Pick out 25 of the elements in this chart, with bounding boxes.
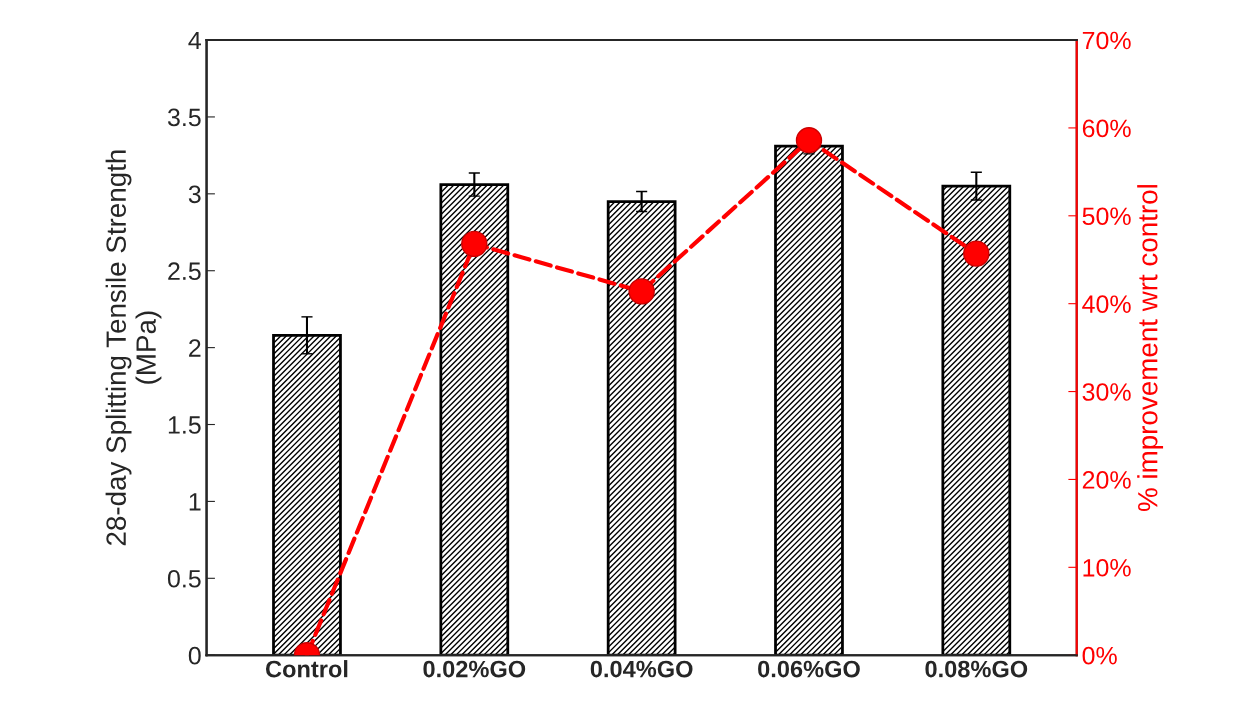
y-tick-label: 1 (189, 493, 201, 511)
y-tick-label: 0 (188, 646, 201, 665)
y2-tick-label: 50% (1082, 207, 1131, 226)
y2-axis-title: % improvement wrt control (1137, 185, 1164, 512)
y-tick-label: 1.5 (168, 416, 201, 434)
y2-tick-label: 0% (1082, 646, 1117, 665)
y-tick-label: 2.5 (168, 262, 201, 281)
y-tick-label: 2 (189, 339, 201, 357)
x-tick-label: 0.04%GO (590, 660, 693, 678)
y-tick-label: 0.5 (167, 569, 201, 588)
y2-tick-label: 70% (1082, 31, 1131, 50)
x-tick-label: 0.02%GO (423, 660, 526, 678)
y2-tick-label: 60% (1082, 119, 1131, 138)
y2-tick-label: 40% (1082, 295, 1131, 313)
y2-tick-label: 20% (1082, 471, 1131, 489)
x-tick-label: Control (265, 660, 348, 678)
y-tick-label: 4 (188, 31, 201, 50)
x-tick-label: 0.06%GO (758, 660, 860, 678)
y-tick-label: 3.5 (167, 108, 201, 127)
bar (774, 144, 844, 656)
y-tick-label: 3 (188, 185, 201, 204)
y2-tick-label: 10% (1083, 558, 1131, 577)
x-tick-label: 0.08%GO (925, 660, 1028, 678)
y2-tick-label: 30% (1082, 383, 1131, 401)
y-axis-title: 28-day Splitting Tensile Strength (MPa) (105, 150, 162, 546)
